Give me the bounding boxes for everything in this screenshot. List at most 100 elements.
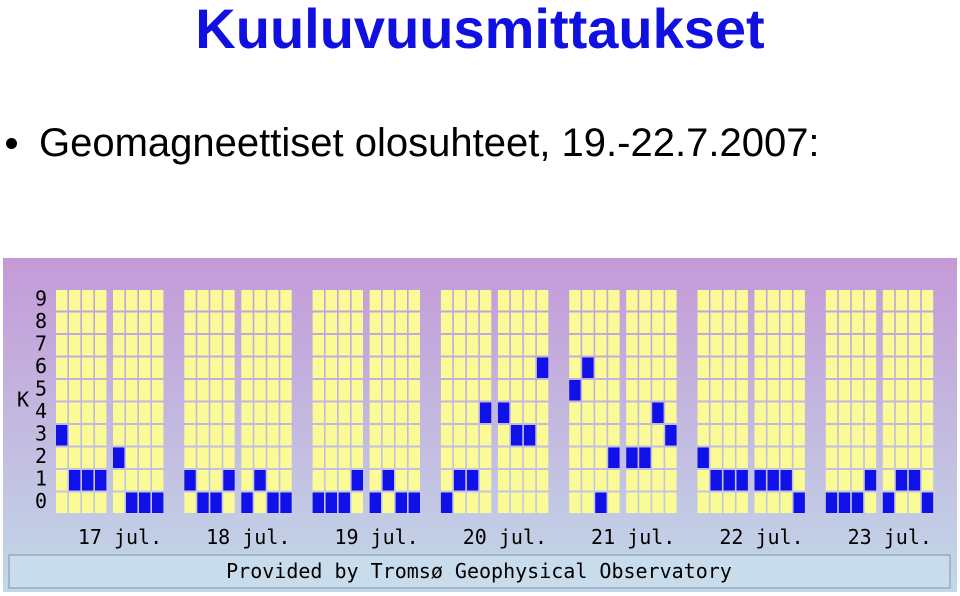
grid-cell [113,492,125,513]
grid-cell [895,357,908,378]
grid-cell [639,290,651,311]
grid-cell [139,290,151,311]
grid-cell [710,357,722,378]
grid-cell [95,380,107,401]
grid-cell [382,447,394,468]
grid-cell [82,290,94,311]
grid-cell [184,357,196,378]
k-value-mark [126,492,138,513]
grid-cell [793,312,805,333]
grid-cell [338,470,350,491]
k-value-mark [351,470,363,491]
grid-cell [736,335,748,356]
grid-cell [241,425,253,446]
grid-cell [325,335,337,356]
grid-cell [382,380,394,401]
y-tick-label: 7 [35,331,47,355]
grid-cell [710,425,722,446]
k-value-mark [780,470,792,491]
grid-cell [780,492,792,513]
grid-cell [895,447,908,468]
grid-cell [510,470,523,491]
grid-cell [767,312,779,333]
grid-cell [864,290,877,311]
grid-cell [510,335,523,356]
grid-cell [479,290,492,311]
grid-cell [582,335,594,356]
grid-cell [325,357,337,378]
grid-cell [338,312,350,333]
grid-cell [184,312,196,333]
grid-cell [536,470,549,491]
grid-cell [241,290,253,311]
grid-cell [210,402,222,423]
grid-cell [139,470,151,491]
k-value-mark [736,470,748,491]
grid-cell [139,335,151,356]
grid-cell [395,425,407,446]
grid-cell [479,357,492,378]
grid-cell [254,380,266,401]
grid-cell [254,335,266,356]
grid-cell [325,447,337,468]
grid-cell [82,357,94,378]
grid-cell [723,425,735,446]
grid-cell [351,492,363,513]
grid-cell [254,492,266,513]
grid-cell [408,402,420,423]
bullet-dot-icon [6,137,17,149]
grid-cell [882,335,895,356]
grid-cell [369,425,381,446]
grid-cell [312,335,324,356]
grid-cell [652,492,664,513]
k-value-mark [210,492,222,513]
grid-cell [395,335,407,356]
grid-cell [325,290,337,311]
grid-cell [280,357,292,378]
k-value-mark [536,357,549,378]
grid-cell [736,312,748,333]
grid-cell [351,380,363,401]
grid-cell [210,357,222,378]
grid-cell [710,312,722,333]
grid-cell [582,425,594,446]
grid-cell [697,492,709,513]
grid-cell [254,357,266,378]
grid-cell [139,402,151,423]
grid-cell [536,402,549,423]
grid-cell [479,425,492,446]
grid-cell [184,290,196,311]
grid-cell [626,357,638,378]
grid-cell [882,312,895,333]
k-value-mark [582,357,594,378]
grid-cell [126,402,138,423]
grid-cell [440,470,453,491]
grid-cell [921,290,934,311]
grid-cell [82,447,94,468]
grid-cell [453,447,466,468]
grid-cell [241,380,253,401]
grid-cell [767,492,779,513]
credit-box [8,554,951,589]
grid-cell [793,290,805,311]
grid-cell [851,470,864,491]
grid-cell [69,312,81,333]
grid-cell [440,357,453,378]
grid-cell [569,425,581,446]
grid-cell [626,492,638,513]
grid-cell [223,335,235,356]
grid-cell [838,335,851,356]
y-tick-label: 4 [35,399,47,423]
day-label: 17 jul. [78,525,162,549]
k-value-mark [639,447,651,468]
grid-cell [523,312,536,333]
grid-cell [582,380,594,401]
k-value-mark [825,492,838,513]
grid-cell [510,447,523,468]
grid-cell [523,492,536,513]
k-value-mark [466,470,479,491]
grid-cell [95,402,107,423]
grid-cell [825,357,838,378]
grid-cell [665,470,677,491]
grid-cell [921,357,934,378]
